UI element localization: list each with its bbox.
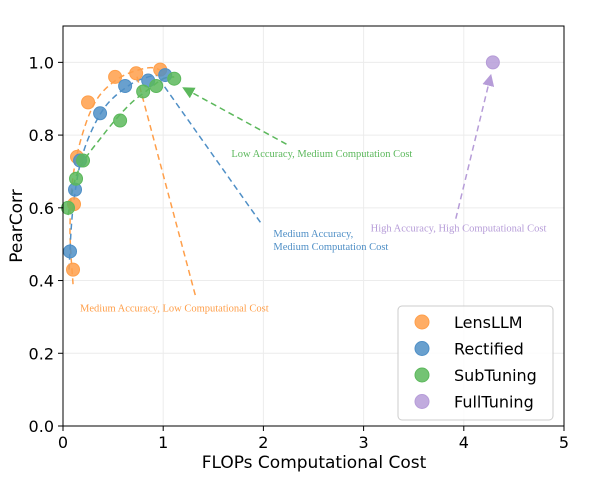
- point-rectified: [118, 79, 133, 93]
- y-tick-label: 0.8: [29, 126, 54, 145]
- x-tick-label: 0: [58, 433, 68, 452]
- annotation-arrow: [455, 73, 495, 219]
- x-tick-label: 1: [158, 433, 168, 452]
- point-lensllm: [81, 95, 96, 110]
- annotation-trend-line: [135, 73, 196, 296]
- point-subtuning: [76, 153, 91, 168]
- x-tick-label: 2: [258, 433, 268, 452]
- annotation-trend-line: [159, 80, 262, 223]
- point-lensllm: [108, 69, 123, 84]
- y-tick-label: 0.0: [29, 417, 54, 436]
- legend-marker-subtuning: [414, 367, 430, 383]
- x-tick-label: 3: [359, 433, 369, 452]
- annotation-lines: [135, 73, 495, 296]
- x-tick-label: 4: [459, 433, 469, 452]
- annotation-text: Medium Accuracy,: [273, 229, 353, 240]
- annotation-text: High Accuracy, High Computational Cost: [371, 223, 547, 234]
- plot-area: [62, 25, 565, 427]
- legend-label-subtuning: SubTuning: [454, 366, 537, 385]
- point-rectified: [63, 244, 78, 259]
- legend-marker-fulltuning: [414, 394, 430, 409]
- annotation-text: Medium Computation Cost: [273, 242, 388, 253]
- legend: LensLLM Rectified SubTuning FullTuning: [397, 305, 554, 421]
- legend-label-lensllm: LensLLM: [454, 313, 523, 332]
- point-rectified: [93, 106, 108, 121]
- point-lensllm: [129, 66, 144, 81]
- point-subtuning: [136, 84, 151, 99]
- y-tick-label: 0.2: [29, 344, 54, 363]
- legend-marker-lensllm: [414, 314, 430, 330]
- point-fulltuning: [485, 55, 500, 70]
- legend-label-fulltuning: FullTuning: [454, 393, 534, 412]
- x-axis-label: FLOPs Computational Cost: [202, 453, 427, 473]
- y-tick-label: 0.4: [29, 272, 54, 291]
- x-tick-label: 5: [559, 433, 569, 452]
- data-points: [61, 55, 500, 277]
- point-subtuning: [167, 71, 182, 86]
- y-axis-label: PearCorr: [7, 189, 27, 262]
- y-axis-ticks: 0.0 0.2 0.4 0.6 0.8 1.0: [29, 53, 63, 436]
- y-tick-label: 0.6: [29, 199, 54, 218]
- point-subtuning: [69, 171, 84, 186]
- legend-marker-rectified: [414, 341, 430, 356]
- legend-label-rectified: Rectified: [454, 340, 524, 359]
- y-tick-label: 1.0: [29, 53, 54, 72]
- point-lensllm: [66, 262, 81, 277]
- point-subtuning: [149, 79, 164, 93]
- legend-box: [397, 305, 554, 421]
- x-axis-ticks: 0 1 2 3 4 5: [58, 426, 569, 452]
- annotation-text: Low Accuracy, Medium Computation Cost: [231, 149, 412, 160]
- annotation-text: Medium Accuracy, Low Computational Cost: [80, 303, 269, 314]
- annotation-labels: Low Accuracy, Medium Computation Cost Med…: [80, 149, 546, 315]
- annotation-arrow: [182, 87, 287, 145]
- point-subtuning: [113, 113, 128, 128]
